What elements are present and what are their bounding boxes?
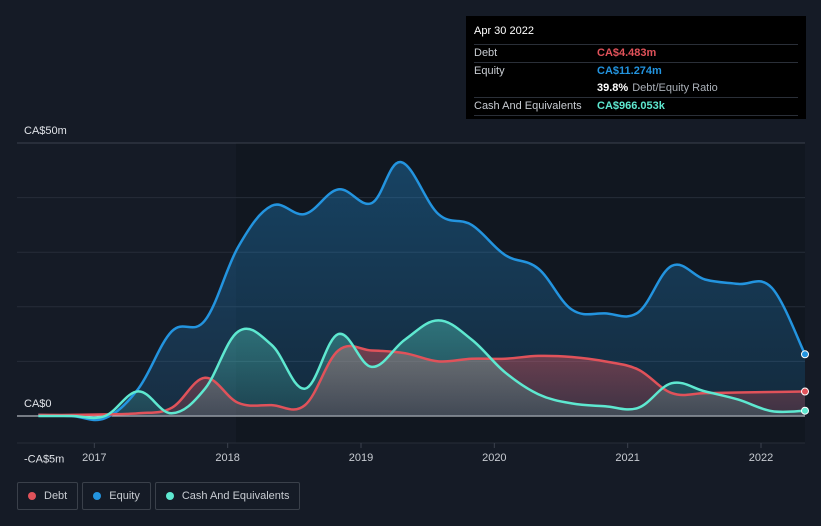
tooltip-debt-value: CA$4.483m — [597, 47, 657, 59]
legend-debt-label: Debt — [44, 490, 68, 502]
legend-equity-label: Equity — [109, 490, 140, 502]
legend-debt[interactable]: Debt — [17, 482, 79, 510]
legend-cash-label: Cash And Equivalents — [181, 490, 290, 502]
y-tick-label: CA$50m — [24, 125, 67, 137]
series-lines — [38, 160, 807, 422]
cash-area — [38, 320, 806, 418]
tooltip-ratio-value: 39.8% — [597, 82, 629, 94]
x-tick-label: 2018 — [215, 452, 239, 464]
equity-line — [38, 160, 807, 422]
debt-end-marker[interactable] — [801, 387, 809, 396]
equity-end-marker[interactable] — [801, 350, 809, 359]
equity-dot-icon — [93, 492, 102, 500]
tooltip-ratio-row: 39.8% Debt/Equity Ratio — [474, 80, 798, 98]
x-tick-label: 2020 — [482, 452, 506, 464]
y-tick-label: CA$0 — [24, 398, 52, 410]
tooltip-cash-row: Cash And Equivalents CA$966.053k — [474, 98, 798, 116]
tooltip-cash-value: CA$966.053k — [597, 100, 665, 112]
y-tick-label: -CA$5m — [24, 453, 64, 465]
x-tick-label: 2019 — [349, 452, 373, 464]
tooltip-cash-label: Cash And Equivalents — [474, 100, 582, 112]
cash-end-marker[interactable] — [801, 406, 809, 415]
cash-dot-icon — [165, 492, 174, 500]
debt-line — [38, 344, 806, 417]
chart-legend: Debt Equity Cash And Equivalents — [17, 482, 304, 510]
cash-line — [38, 319, 806, 420]
x-tick-label: 2021 — [615, 452, 639, 464]
tooltip-debt-label: Debt — [474, 47, 498, 59]
tooltip-date: Apr 30 2022 — [474, 24, 798, 45]
debt-dot-icon — [28, 492, 36, 500]
tooltip-equity-value: CA$11.274m — [597, 65, 662, 77]
data-tooltip: Apr 30 2022 Debt CA$4.483m Equity CA$11.… — [466, 16, 806, 119]
x-tick-label: 2022 — [749, 452, 773, 464]
x-tick-label: 2017 — [82, 452, 106, 464]
tooltip-equity-label: Equity — [474, 65, 505, 77]
tooltip-ratio-label: Debt/Equity Ratio — [632, 82, 718, 94]
tooltip-debt-row: Debt CA$4.483m — [474, 45, 798, 63]
legend-equity[interactable]: Equity — [82, 482, 151, 510]
legend-cash[interactable]: Cash And Equivalents — [154, 482, 301, 510]
x-axis-labels: 2017 2018 2019 2020 2021 2022 — [82, 443, 773, 464]
y-axis-labels: CA$50m CA$0 -CA$5m — [24, 125, 67, 465]
end-markers — [801, 350, 809, 415]
tooltip-equity-row: Equity CA$11.274m — [474, 63, 798, 80]
